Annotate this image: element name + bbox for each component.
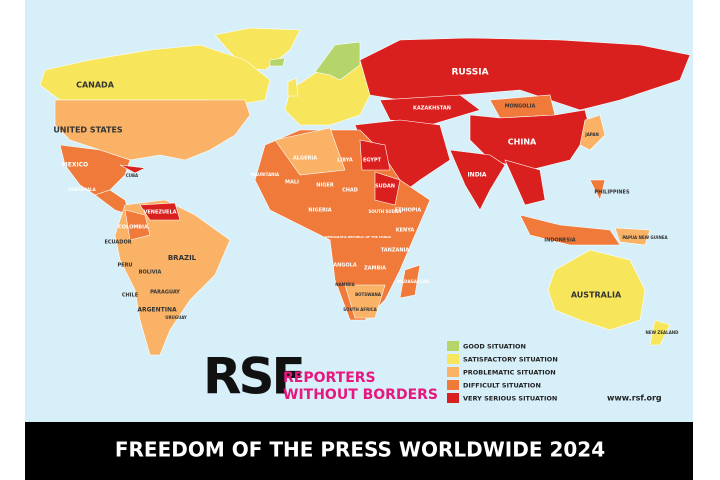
country-label: CANADA xyxy=(76,81,115,90)
logo-mark: RSF xyxy=(203,348,303,406)
country-label: CHILE xyxy=(122,293,139,299)
country-label: SOUTH SUDAN xyxy=(369,209,402,214)
country-label: MAURITANIA xyxy=(251,172,280,177)
philippines xyxy=(589,179,606,201)
uk xyxy=(287,77,299,97)
country-label: ECUADOR xyxy=(104,240,131,246)
australia xyxy=(547,249,646,331)
japan xyxy=(579,114,606,151)
country-label: RUSSIA xyxy=(451,68,488,78)
country-label: URUGUAY xyxy=(165,315,187,320)
country-label: MEXICO xyxy=(62,162,88,169)
country-label: UNITED STATES xyxy=(53,126,123,135)
country-label: BOLIVIA xyxy=(139,270,162,276)
country-label: LIBYA xyxy=(337,158,353,164)
country-label: CUBA xyxy=(126,173,139,178)
southeast-asia xyxy=(504,159,546,206)
egypt xyxy=(359,139,391,171)
country-label: MONGOLIA xyxy=(505,104,536,110)
country-label: NAMIBIA xyxy=(335,282,355,287)
country-label: JAPAN xyxy=(584,132,599,137)
legend-swatch xyxy=(447,354,459,364)
banner xyxy=(25,422,693,480)
north-africa xyxy=(274,127,346,176)
country-label: AUSTRALIA xyxy=(571,291,622,300)
colombia xyxy=(124,209,151,241)
country-label: PARAGUAY xyxy=(150,290,180,296)
website: www.rsf.org xyxy=(607,394,662,403)
country-label: BOTSWANA xyxy=(355,292,382,297)
country-label: SOUTH AFRICA xyxy=(343,307,377,312)
indonesia xyxy=(519,214,621,246)
country-label: PHILIPPINES xyxy=(594,190,630,196)
legend-swatch xyxy=(447,380,459,390)
legend-swatch xyxy=(447,341,459,351)
united-states xyxy=(54,99,251,161)
country-label: TANZANIA xyxy=(381,248,410,254)
country-label: MALI xyxy=(285,180,299,186)
legend-label: DIFFICULT SITUATION xyxy=(463,382,541,390)
legend-label: VERY SERIOUS SITUATION xyxy=(463,395,557,403)
south-america xyxy=(114,199,231,356)
madagascar xyxy=(399,264,421,299)
country-label: ARGENTINA xyxy=(137,307,177,314)
country-label: MADAGASCAR xyxy=(397,279,429,284)
country-label: PAPUA NEW GUINEA xyxy=(622,235,668,240)
cuba xyxy=(119,164,147,174)
country-label: ANGOLA xyxy=(333,263,357,269)
india xyxy=(449,149,506,211)
country-label: VENEZUELA xyxy=(143,210,176,216)
country-label: DEMOCRATIC REPUBLIC OF THE CONGO xyxy=(325,235,392,239)
logo-name: REPORTERS xyxy=(283,370,376,386)
logo-name: WITHOUT BORDERS xyxy=(283,387,438,403)
country-label: SUDAN xyxy=(375,184,395,190)
legend-label: GOOD SITUATION xyxy=(463,343,526,351)
banner-title: FREEDOM OF THE PRESS WORLDWIDE 2024 xyxy=(115,438,605,462)
legend-swatch xyxy=(447,393,459,403)
country-label: PERU xyxy=(118,263,133,269)
land-shapes xyxy=(39,27,691,356)
legend-label: SATISFACTORY SITUATION xyxy=(463,356,558,364)
country-label: GUATEMALA xyxy=(68,187,96,192)
country-label: EGYPT xyxy=(363,158,382,164)
country-label: COLOMBIA xyxy=(118,225,148,231)
country-label: CHAD xyxy=(342,188,358,194)
country-label: KAZAKHSTAN xyxy=(413,106,451,112)
country-label: BRAZIL xyxy=(168,254,197,262)
southern-africa xyxy=(344,284,386,319)
country-label: NIGERIA xyxy=(308,208,331,214)
venezuela xyxy=(139,202,181,221)
country-label: INDIA xyxy=(467,172,486,179)
country-label: INDONESIA xyxy=(544,238,576,244)
country-label: ETHIOPIA xyxy=(395,208,422,214)
country-label: ZAMBIA xyxy=(364,266,386,272)
country-label: CHINA xyxy=(508,138,537,147)
scandinavia xyxy=(314,41,361,81)
country-labels: CANADA UNITED STATES MEXICO CUBA GUATEMALA VE… xyxy=(53,68,679,336)
legend-label: PROBLEMATIC SITUATION xyxy=(463,369,556,377)
country-label: ALGERIA xyxy=(293,156,317,162)
iceland xyxy=(269,57,286,67)
country-label: NIGER xyxy=(316,183,334,189)
legend-swatch xyxy=(447,367,459,377)
country-label: NEW ZEALAND xyxy=(646,330,680,335)
legend: GOOD SITUATION SATISFACTORY SITUATION PROB… xyxy=(447,341,558,403)
sudan xyxy=(374,171,401,206)
country-label: KENYA xyxy=(396,228,415,234)
new-zealand xyxy=(649,319,671,346)
central-asia xyxy=(379,94,481,126)
papua-new-guinea xyxy=(614,227,651,246)
